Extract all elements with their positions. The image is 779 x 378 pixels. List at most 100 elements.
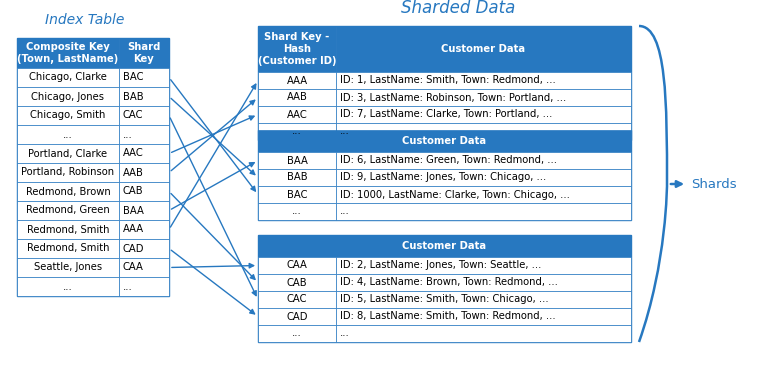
Bar — [258, 26, 336, 72]
Text: Sharded Data: Sharded Data — [401, 0, 515, 17]
Text: Redmond, Green: Redmond, Green — [26, 206, 110, 215]
Bar — [17, 68, 119, 87]
Text: Customer Data: Customer Data — [442, 44, 526, 54]
Bar — [336, 106, 631, 123]
Text: AAC: AAC — [123, 149, 144, 158]
Text: ...: ... — [340, 206, 350, 217]
Text: ...: ... — [63, 130, 73, 139]
Bar — [17, 277, 119, 296]
Bar — [258, 235, 631, 257]
Text: AAB: AAB — [287, 93, 308, 102]
Bar — [258, 308, 336, 325]
Text: CAD: CAD — [123, 243, 144, 254]
Bar — [336, 308, 631, 325]
Bar — [17, 106, 119, 125]
Text: BAA: BAA — [123, 206, 144, 215]
Text: Shard
Key: Shard Key — [127, 42, 160, 64]
Text: Customer Data: Customer Data — [403, 136, 487, 146]
Text: Shards: Shards — [691, 178, 737, 191]
Bar — [336, 152, 631, 169]
Bar — [258, 130, 631, 220]
Bar — [17, 239, 119, 258]
Text: Redmond, Brown: Redmond, Brown — [26, 186, 111, 197]
Text: CAA: CAA — [123, 262, 144, 273]
Text: ID: 4, LastName: Brown, Town: Redmond, ...: ID: 4, LastName: Brown, Town: Redmond, .… — [340, 277, 558, 288]
Bar — [258, 72, 336, 89]
Bar — [119, 201, 169, 220]
Bar — [258, 257, 336, 274]
Text: AAB: AAB — [123, 167, 144, 178]
Bar — [336, 257, 631, 274]
Text: ...: ... — [123, 130, 132, 139]
Bar — [119, 106, 169, 125]
Bar — [17, 258, 119, 277]
Bar — [119, 144, 169, 163]
Text: AAC: AAC — [287, 110, 308, 119]
Text: ...: ... — [340, 127, 350, 136]
Text: CAD: CAD — [286, 311, 308, 322]
Text: BAC: BAC — [287, 189, 307, 200]
Bar — [258, 130, 631, 152]
Bar — [17, 220, 119, 239]
Bar — [258, 274, 336, 291]
Text: ID: 6, LastName: Green, Town: Redmond, ...: ID: 6, LastName: Green, Town: Redmond, .… — [340, 155, 557, 166]
Bar — [17, 38, 119, 68]
Bar — [336, 274, 631, 291]
Bar — [336, 203, 631, 220]
Text: ID: 8, LastName: Smith, Town: Redmond, ...: ID: 8, LastName: Smith, Town: Redmond, .… — [340, 311, 555, 322]
Text: Composite Key
(Town, LastName): Composite Key (Town, LastName) — [17, 42, 118, 64]
Bar — [258, 152, 336, 169]
Bar — [119, 163, 169, 182]
Text: CAC: CAC — [287, 294, 307, 305]
Text: CAA: CAA — [287, 260, 308, 271]
Text: Redmond, Smith: Redmond, Smith — [26, 225, 109, 234]
Bar — [258, 291, 336, 308]
Bar — [17, 125, 119, 144]
Bar — [258, 169, 336, 186]
Bar — [17, 87, 119, 106]
Text: ...: ... — [340, 328, 350, 339]
Text: BAB: BAB — [287, 172, 307, 183]
Bar — [336, 72, 631, 89]
Bar — [258, 26, 631, 140]
Bar — [336, 325, 631, 342]
Text: BAC: BAC — [123, 73, 143, 82]
Bar — [17, 201, 119, 220]
Bar — [336, 89, 631, 106]
Bar — [119, 258, 169, 277]
Bar — [336, 123, 631, 140]
Bar — [119, 87, 169, 106]
Text: AAA: AAA — [123, 225, 144, 234]
Bar — [119, 182, 169, 201]
Text: CAB: CAB — [287, 277, 307, 288]
Text: Index Table: Index Table — [45, 13, 125, 27]
Text: Chicago, Smith: Chicago, Smith — [30, 110, 106, 121]
Bar — [17, 38, 169, 296]
Bar — [258, 123, 336, 140]
Text: ...: ... — [292, 328, 302, 339]
Bar — [119, 38, 169, 68]
Bar — [336, 186, 631, 203]
Text: BAB: BAB — [123, 91, 143, 102]
Text: Customer Data: Customer Data — [403, 241, 487, 251]
Text: ...: ... — [123, 282, 132, 291]
Bar — [119, 125, 169, 144]
Bar — [17, 144, 119, 163]
Text: ...: ... — [292, 127, 302, 136]
Text: Portland, Clarke: Portland, Clarke — [29, 149, 108, 158]
Text: ...: ... — [63, 282, 73, 291]
Bar — [119, 277, 169, 296]
Text: ID: 2, LastName: Jones, Town: Seattle, ...: ID: 2, LastName: Jones, Town: Seattle, .… — [340, 260, 541, 271]
Text: Shard Key -
Hash
(Customer ID): Shard Key - Hash (Customer ID) — [258, 33, 337, 66]
Bar — [258, 203, 336, 220]
Bar — [17, 163, 119, 182]
Text: AAA: AAA — [287, 76, 308, 85]
Text: Redmond, Smith: Redmond, Smith — [26, 243, 109, 254]
Bar — [336, 26, 631, 72]
Text: ID: 5, LastName: Smith, Town: Chicago, ...: ID: 5, LastName: Smith, Town: Chicago, .… — [340, 294, 548, 305]
Text: CAB: CAB — [123, 186, 143, 197]
Bar — [258, 235, 631, 342]
Text: CAC: CAC — [123, 110, 143, 121]
Text: BAA: BAA — [287, 155, 308, 166]
Text: ID: 3, LastName: Robinson, Town: Portland, ...: ID: 3, LastName: Robinson, Town: Portlan… — [340, 93, 566, 102]
